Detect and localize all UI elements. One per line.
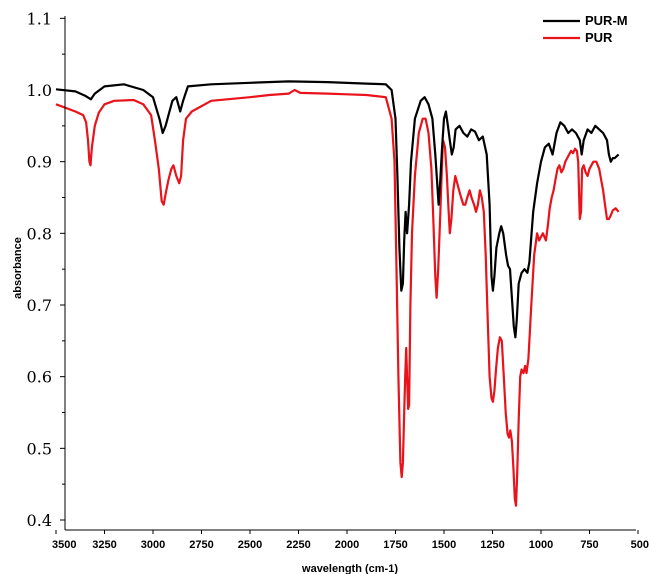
x-tick-label: 1500 (432, 539, 456, 551)
x-axis-ticks: 3500 3250 3000 2750 2500 2250 2000 1750 1500 1250… (52, 530, 649, 551)
legend: PUR-M PUR (543, 13, 628, 45)
y-tick-label: 0.9 (27, 153, 52, 172)
x-tick-label: 3500 (52, 539, 76, 551)
y-tick-label: 0.4 (27, 511, 52, 530)
legend-label-pur: PUR (585, 30, 613, 45)
x-tick-label: 1250 (480, 539, 504, 551)
x-tick-label: 1750 (383, 539, 407, 551)
y-tick-label: 1.1 (27, 9, 52, 28)
x-axis-label: wavelength (cm-1) (301, 563, 398, 574)
y-axis-label: absorbance (12, 237, 24, 299)
y-tick-label: 1.0 (27, 81, 52, 100)
legend-label-pur-m: PUR-M (585, 13, 628, 28)
x-tick-label: 3250 (92, 539, 116, 551)
series-line-pur (55, 88, 620, 507)
series-line-pur-m (55, 80, 620, 339)
x-tick-label: 750 (580, 539, 598, 551)
x-tick-label: 2500 (238, 539, 262, 551)
y-tick-label: 0.5 (27, 439, 52, 458)
y-axis-ticks: 0.4 0.5 0.6 0.7 0.8 0.9 1.0 1.1 (27, 9, 65, 530)
y-tick-label: 0.6 (27, 368, 52, 387)
series-layer (55, 80, 620, 507)
y-tick-label: 0.7 (27, 296, 52, 315)
x-tick-label: 1000 (529, 539, 553, 551)
x-tick-label: 2750 (189, 539, 213, 551)
x-tick-label: 2250 (286, 539, 310, 551)
x-tick-label: 3000 (141, 539, 165, 551)
x-tick-label: 500 (631, 539, 649, 551)
y-tick-label: 0.8 (27, 224, 52, 243)
x-tick-label: 2000 (335, 539, 359, 551)
